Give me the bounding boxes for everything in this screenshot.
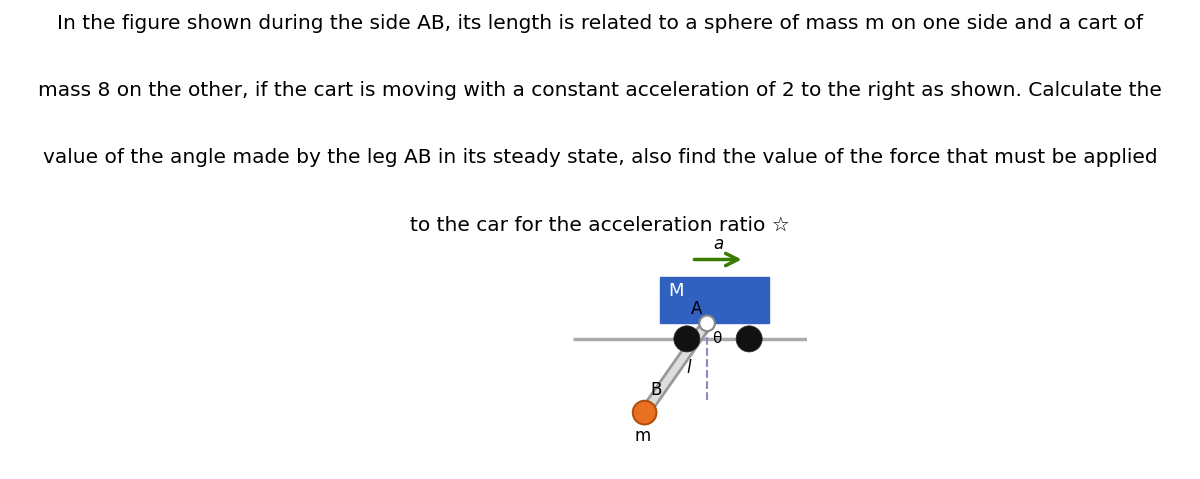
Text: A: A [691,300,702,318]
Circle shape [674,326,700,352]
Circle shape [736,326,762,352]
Text: θ: θ [712,331,721,346]
Text: value of the angle made by the leg AB in its steady state, also find the value o: value of the angle made by the leg AB in… [43,148,1157,168]
Text: mass 8 on the other, if the cart is moving with a constant acceleration of 2 to : mass 8 on the other, if the cart is movi… [38,81,1162,101]
Text: l: l [686,359,691,377]
Text: a: a [713,235,724,252]
FancyBboxPatch shape [660,277,769,323]
Circle shape [700,316,715,331]
Text: to the car for the acceleration ratio ☆: to the car for the acceleration ratio ☆ [410,216,790,235]
Circle shape [632,401,656,424]
Text: B: B [650,381,662,399]
Text: In the figure shown during the side AB, its length is related to a sphere of mas: In the figure shown during the side AB, … [58,14,1142,34]
Text: M: M [668,282,684,300]
Text: m: m [635,427,652,445]
